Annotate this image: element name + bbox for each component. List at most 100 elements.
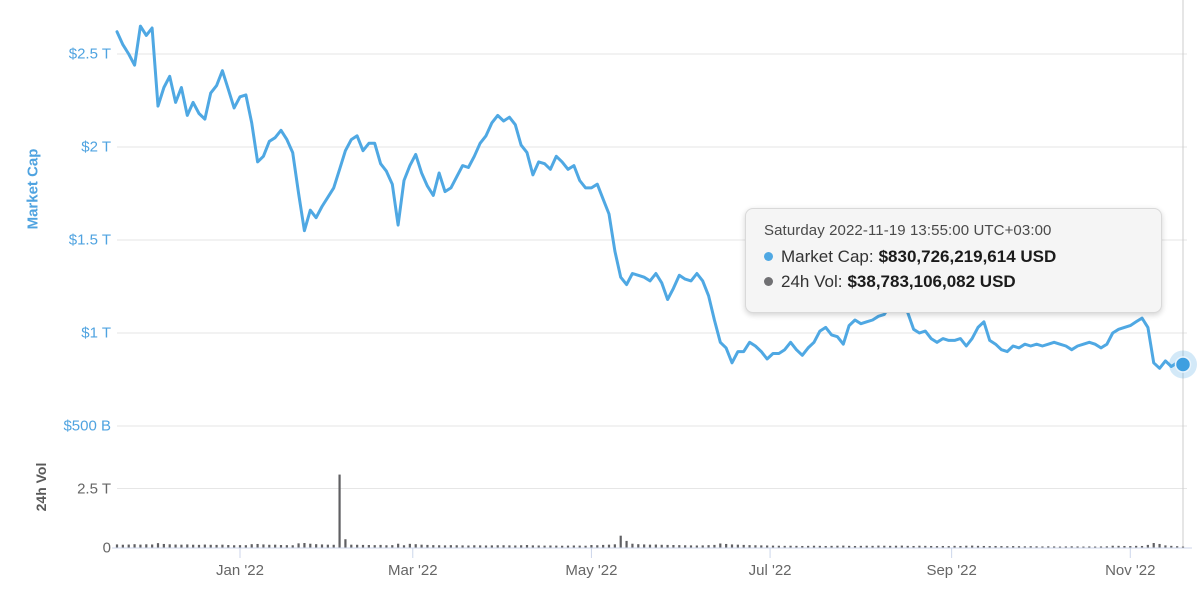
volume-bar — [1076, 546, 1079, 548]
volume-bar — [1035, 546, 1038, 548]
volume-bar — [514, 545, 517, 548]
volume-bar — [1023, 546, 1026, 548]
volume-bar — [1047, 546, 1050, 548]
volume-bar — [795, 545, 798, 548]
volume-bar — [174, 544, 177, 548]
tooltip-market-cap-label: Market Cap: — [781, 247, 874, 266]
volume-bar — [754, 545, 757, 548]
volume-bar — [455, 545, 458, 548]
volume-bar — [1094, 546, 1097, 548]
volume-bar — [168, 544, 171, 548]
volume-bar — [449, 545, 452, 548]
volume-bar — [584, 545, 587, 548]
volume-bar — [367, 545, 370, 548]
volume-bar — [443, 545, 447, 548]
volume-bar — [1000, 546, 1003, 548]
x-axis-tick-label: Nov '22 — [1105, 562, 1156, 579]
volume-bar — [1181, 546, 1185, 548]
volume-bar — [836, 545, 839, 548]
volume-bar — [215, 544, 218, 548]
volume-bar — [877, 545, 880, 548]
market-cap-tick-label: $2 T — [81, 138, 111, 156]
volume-bar — [725, 543, 728, 548]
volume-bar — [871, 545, 874, 548]
volume-bar — [982, 545, 985, 548]
market-cap-tick-label: $1 T — [81, 324, 111, 342]
volume-bar — [941, 545, 944, 548]
volume-bar — [561, 545, 564, 548]
volume-bar — [127, 544, 130, 548]
hovered-point-marker — [1174, 356, 1192, 373]
volume-bar — [1170, 545, 1173, 548]
volume-bar — [678, 545, 681, 548]
volume-bar — [420, 544, 423, 548]
volume-bar — [853, 545, 857, 548]
volume-bar — [965, 545, 968, 548]
volume-bar — [672, 545, 675, 548]
x-axis-tick-label: Jul '22 — [748, 562, 792, 579]
volume-bar — [309, 543, 312, 548]
volume-bar — [233, 545, 236, 548]
volume-bar — [1012, 546, 1015, 548]
volume-bar — [613, 544, 616, 548]
market-cap-line — [115, 24, 1185, 370]
volume-bar — [947, 546, 950, 548]
volume-bar — [197, 544, 201, 548]
volume-bar — [959, 545, 962, 548]
tooltip-market-cap-row: Market Cap: $830,726,219,614 USD — [764, 244, 1143, 269]
x-axis-tick-label: May '22 — [565, 562, 618, 579]
volume-bar — [602, 544, 605, 548]
volume-bar — [344, 539, 347, 548]
volume-bar — [566, 545, 570, 548]
volume-bar — [192, 544, 195, 548]
volume-bar — [824, 545, 827, 548]
volume-bar — [209, 544, 212, 548]
volume-bar — [894, 545, 898, 548]
volume-bar — [684, 545, 687, 548]
tooltip-volume-row: 24h Vol: $38,783,106,082 USD — [764, 269, 1143, 294]
volume-bar — [361, 544, 365, 548]
volume-bar — [1135, 545, 1138, 548]
volume-bar — [707, 545, 710, 548]
volume-bar — [1053, 546, 1056, 548]
volume-bar — [953, 545, 956, 548]
volume-bar — [1006, 546, 1009, 548]
volume-series-bullet-icon — [764, 277, 773, 286]
volume-bar — [268, 544, 271, 548]
volume-bar — [338, 474, 341, 548]
volume-bar — [326, 544, 329, 548]
volume-bar — [848, 545, 851, 548]
market-cap-tick-label: $1.5 T — [68, 231, 111, 249]
tooltip-volume-label: 24h Vol: — [781, 272, 843, 291]
volume-bar — [1099, 546, 1103, 548]
volume-bar — [262, 544, 265, 548]
volume-bar — [502, 545, 505, 548]
volume-bar — [1164, 545, 1167, 548]
volume-bar — [924, 545, 927, 548]
volume-bar — [1058, 546, 1062, 548]
x-axis-tick-label: Sep '22 — [926, 562, 977, 579]
volume-bar — [145, 544, 148, 548]
volume-bar — [695, 545, 698, 548]
volume-bar — [391, 545, 394, 548]
volume-bar — [525, 545, 529, 548]
volume-bar — [414, 544, 417, 548]
volume-bar — [976, 545, 980, 548]
volume-bar — [994, 545, 997, 548]
market-cap-tick-label: $500 B — [63, 417, 111, 435]
volume-bar — [379, 544, 382, 548]
volume-bar — [203, 544, 206, 548]
volume-bar — [1158, 543, 1161, 548]
volume-bar — [549, 545, 552, 548]
volume-bar — [1123, 545, 1126, 548]
volume-bar — [1029, 546, 1032, 548]
volume-bar — [438, 545, 441, 548]
volume-bar — [1176, 546, 1179, 548]
volume-bar — [402, 545, 406, 548]
volume-bar — [918, 545, 921, 548]
volume-bar — [766, 545, 769, 548]
volume-bar — [771, 545, 775, 548]
volume-bar — [660, 544, 663, 548]
volume-bar — [801, 545, 804, 548]
